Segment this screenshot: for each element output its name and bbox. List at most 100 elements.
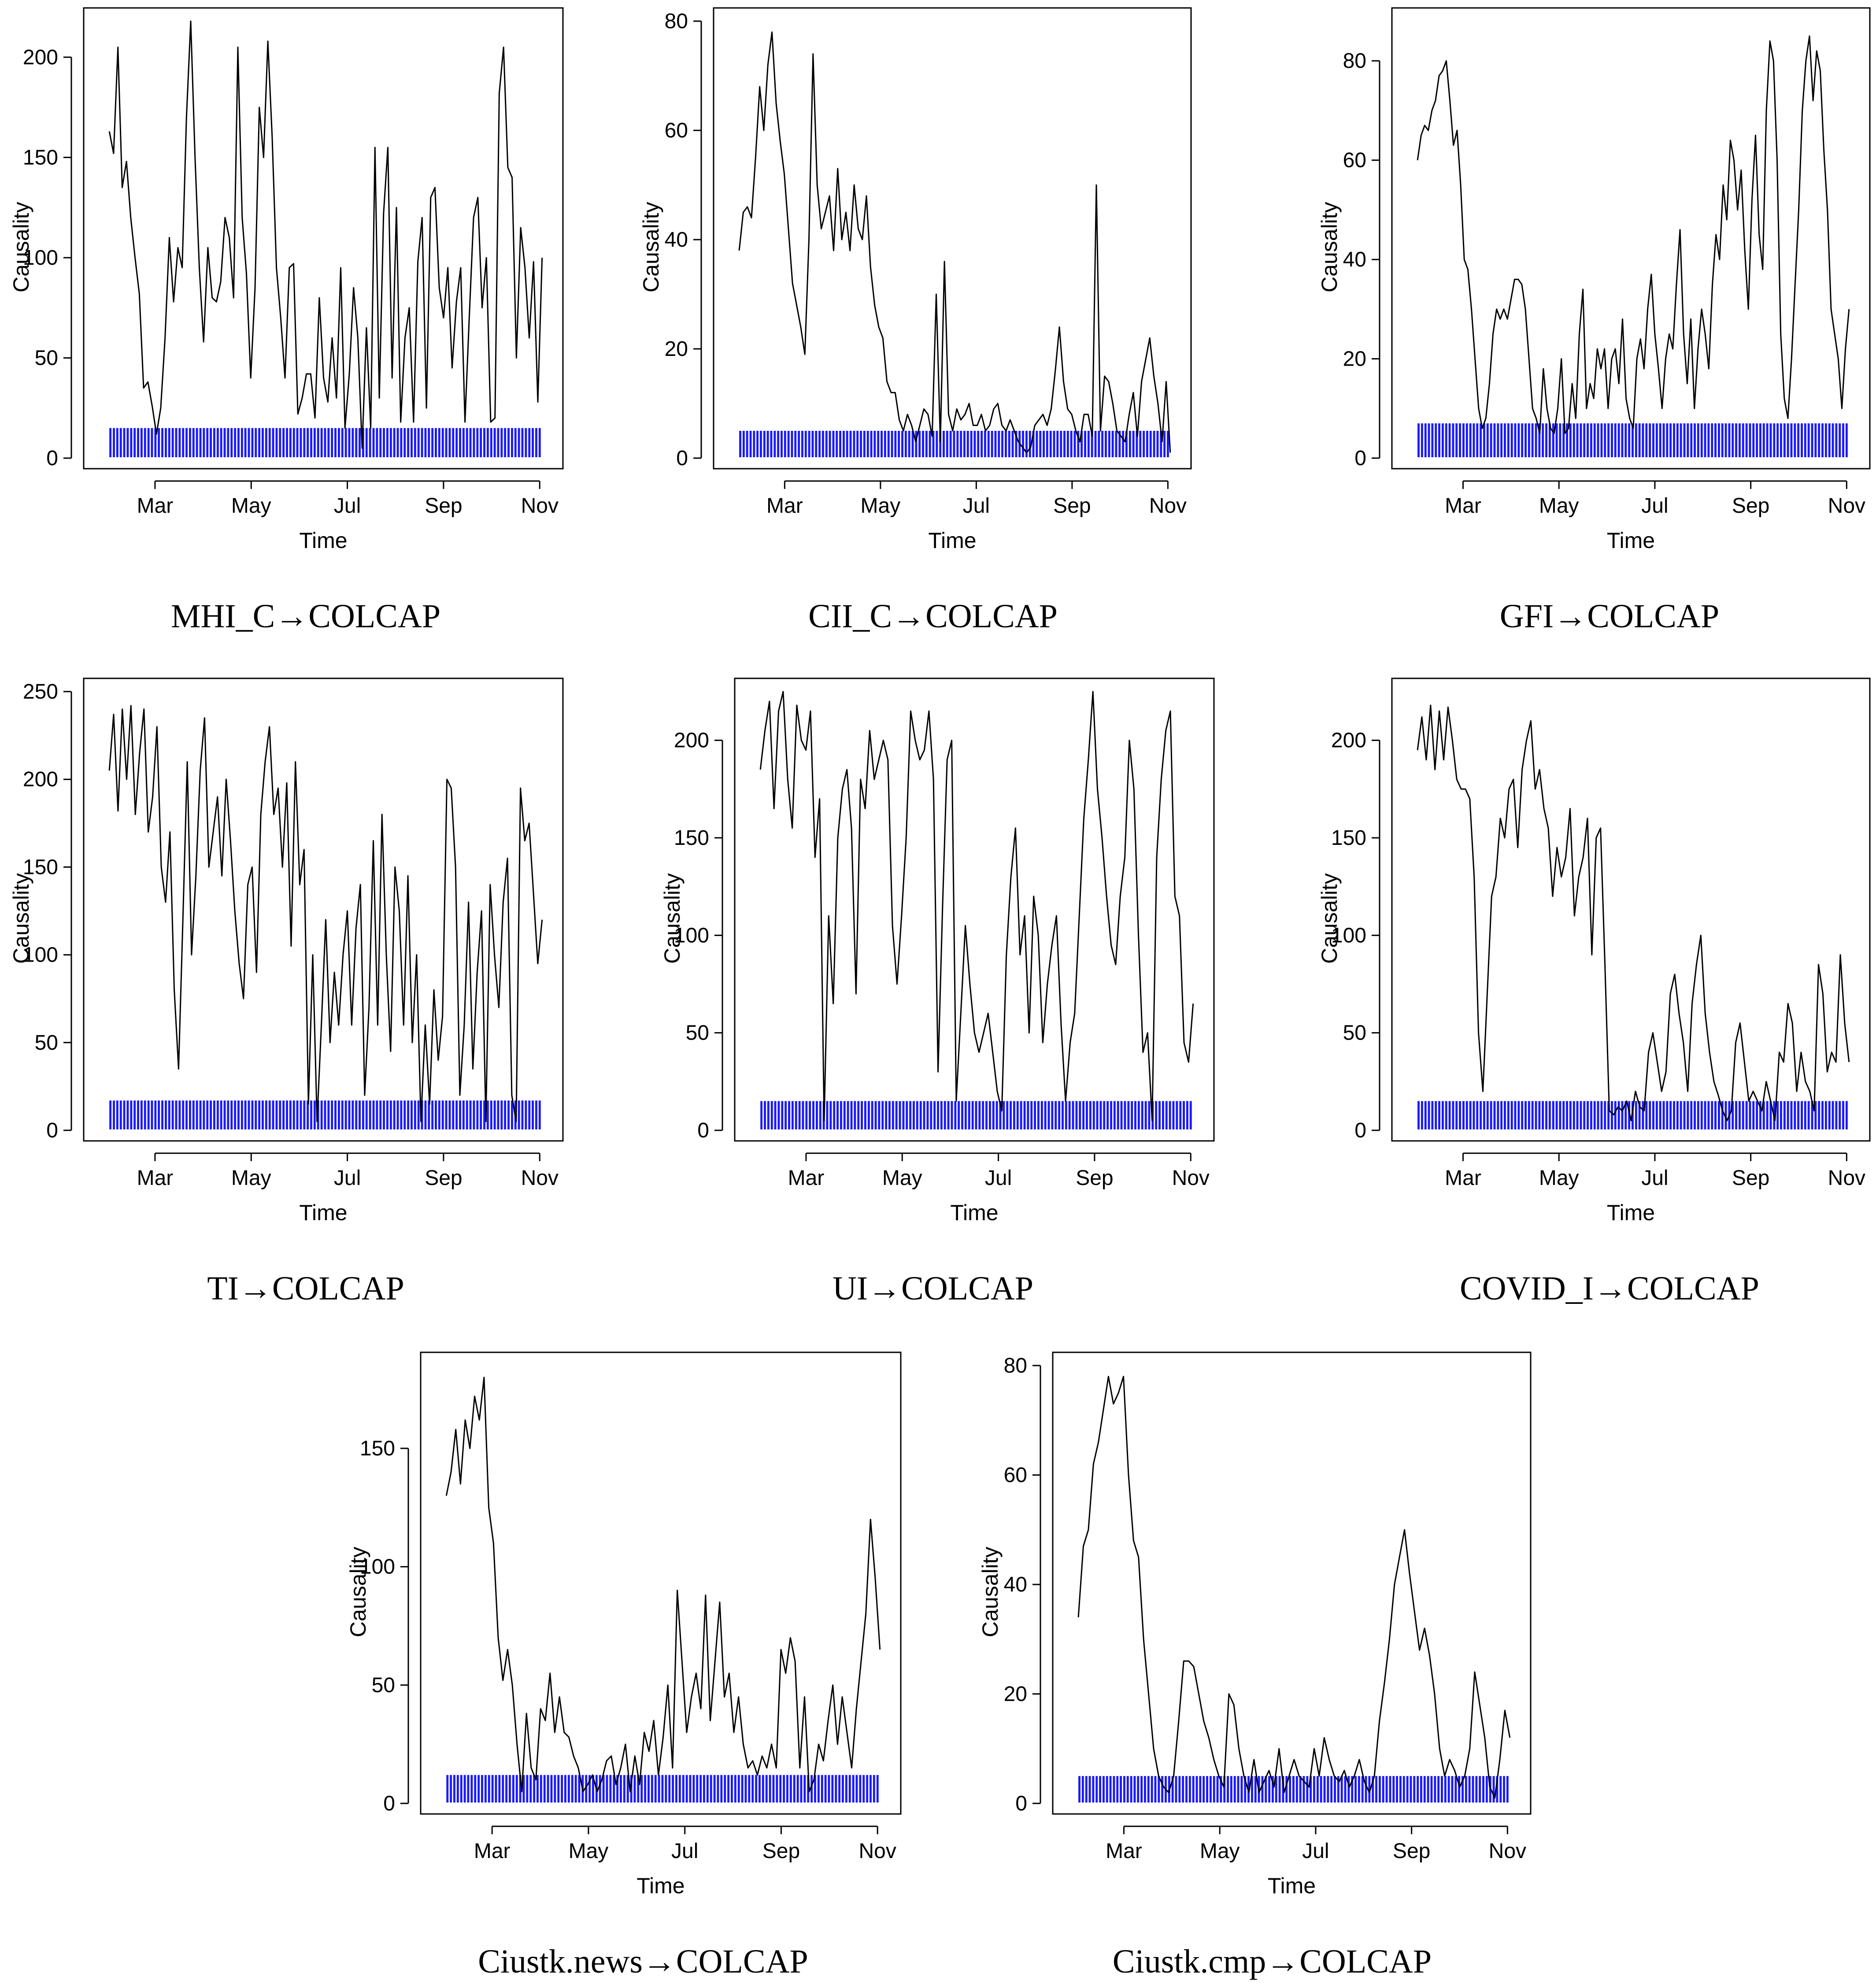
significance-bar [776,1775,778,1803]
significance-bar [251,428,254,457]
significance-bar [289,1100,292,1129]
significance-bar [1500,1101,1503,1129]
significance-bar [511,1100,513,1129]
significance-bar [1835,1101,1838,1129]
significance-bar [244,428,247,457]
significance-bar [1063,431,1066,457]
y-tick-label: 0 [676,447,688,470]
significance-bar [255,428,257,457]
significance-bar [1676,1101,1679,1129]
significance-bar [831,1775,834,1803]
significance-bar [438,428,440,457]
significance-bar [1794,1101,1796,1129]
significance-bar [543,1775,546,1803]
significance-bar [365,1100,368,1129]
significance-bar [1396,1776,1398,1803]
significance-bar [966,431,969,457]
significance-bar [802,1101,804,1129]
y-tick-label: 40 [665,228,688,252]
significance-bar [1455,423,1458,457]
significance-bar [770,1101,773,1129]
significance-bar [798,431,800,457]
x-tick-label: Jul [334,494,361,518]
y-tick-label: 50 [35,346,58,370]
significance-bar [881,431,883,457]
significance-bar [911,431,914,457]
significance-band [446,1775,879,1803]
significance-bar [400,1100,403,1129]
significance-bar [908,431,910,457]
significance-bar [144,428,146,457]
significance-bar [1192,1776,1195,1803]
x-tick-label: May [882,1166,922,1190]
plot-frame [713,7,1192,470]
significance-bar [1147,1776,1150,1803]
significance-bar [313,428,316,457]
significance-bar [1240,1776,1243,1803]
significance-bar [1552,423,1554,457]
significance-bar [842,1775,844,1803]
significance-bar [123,1100,126,1129]
significance-bar [929,431,931,457]
significance-bar [116,1100,118,1129]
significance-bar [386,1100,389,1129]
significance-bar [352,1100,354,1129]
significance-bar [829,431,831,457]
significance-bar [873,1775,875,1803]
significance-bar [1728,423,1731,457]
significance-bar [602,1775,605,1803]
significance-bar [1482,1776,1484,1803]
significance-bar [1659,423,1661,457]
x-tick-label: Jul [985,1166,1012,1190]
significance-bar [462,428,465,457]
significance-bar [1839,1101,1841,1129]
significance-bar [275,1100,278,1129]
significance-bar [158,1100,160,1129]
significance-bar [1638,423,1641,457]
significance-bar [258,428,261,457]
significance-bar [853,431,855,457]
significance-bar [685,1775,688,1803]
significance-bar [286,428,288,457]
significance-bar [521,428,524,457]
panel-caption: COVID_I→COLCAP [1460,1270,1759,1307]
y-axis-title: Causality [1317,202,1342,292]
significance-bar [1535,1101,1537,1129]
significance-bar [320,1100,323,1129]
significance-bar [1151,1776,1153,1803]
y-tick-label: 100 [1331,924,1366,947]
significance-bar [459,1100,461,1129]
significance-bar [1358,1776,1360,1803]
significance-bar [403,428,406,457]
significance-bar [640,1775,643,1803]
x-tick-label: Sep [425,494,462,518]
significance-bar [483,428,485,457]
significance-bar [460,1775,463,1803]
x-tick-label: Nov [859,1840,896,1863]
significance-bar [518,428,520,457]
significance-bar [255,1100,257,1129]
significance-bar [1134,1101,1136,1129]
y-tick-label: 60 [665,119,688,142]
y-tick-label: 0 [1354,447,1366,470]
significance-bar [1673,1101,1675,1129]
x-tick-label: Mar [137,494,174,518]
significance-bar [203,1100,205,1129]
significance-bar [1531,423,1534,457]
significance-bar [1289,1776,1291,1803]
chart-panel-2: 0 20 40 60 80 Mar May Jul Sep Nov Time Causality CII… [639,7,1192,635]
significance-bar [133,1100,136,1129]
significance-bar [1510,1101,1513,1129]
significance-bar [1327,1776,1329,1803]
significance-bar [1486,1101,1489,1129]
significance-bar [822,431,824,457]
significance-bar [888,1101,891,1129]
significance-bar [874,1101,877,1129]
significance-bar [1066,431,1069,457]
significance-bar [550,1775,553,1803]
significance-bar [1521,423,1524,457]
significance-bar [147,428,150,457]
significance-bar [476,428,479,457]
significance-bar [178,1100,181,1129]
significance-bar [1839,423,1841,457]
